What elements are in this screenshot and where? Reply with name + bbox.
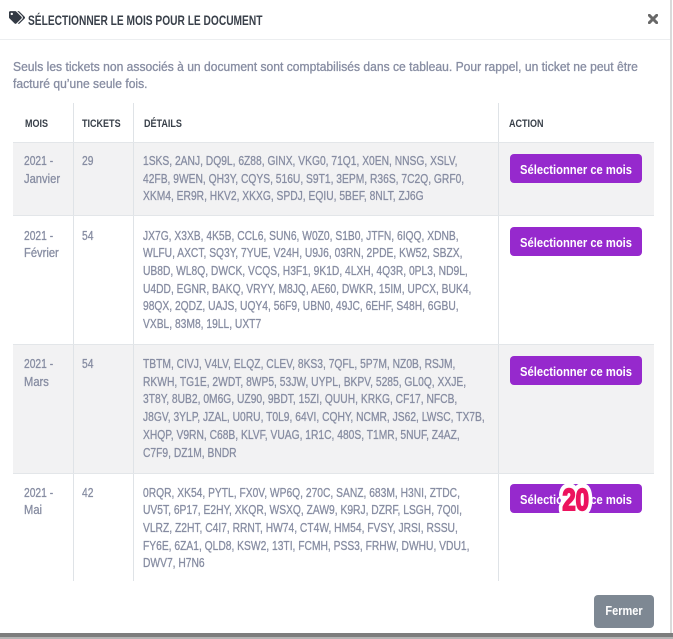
svg-text:20: 20	[562, 482, 589, 517]
svg-text:20: 20	[562, 482, 589, 517]
